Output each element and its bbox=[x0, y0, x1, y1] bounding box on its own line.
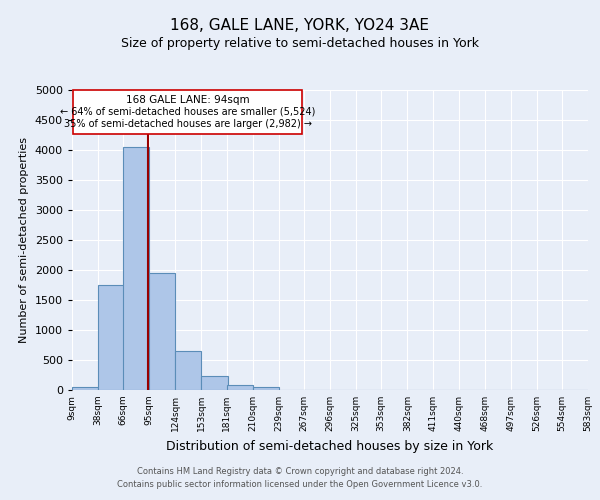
Bar bbox=[149, 273, 175, 390]
Bar bbox=[227, 384, 253, 390]
Bar bbox=[123, 147, 149, 390]
Text: 35% of semi-detached houses are larger (2,982) →: 35% of semi-detached houses are larger (… bbox=[64, 119, 311, 129]
Text: 168 GALE LANE: 94sqm: 168 GALE LANE: 94sqm bbox=[126, 94, 250, 104]
Bar bbox=[98, 285, 124, 390]
Text: Contains HM Land Registry data © Crown copyright and database right 2024.: Contains HM Land Registry data © Crown c… bbox=[137, 467, 463, 476]
Text: Size of property relative to semi-detached houses in York: Size of property relative to semi-detach… bbox=[121, 38, 479, 51]
Text: ← 64% of semi-detached houses are smaller (5,524): ← 64% of semi-detached houses are smalle… bbox=[60, 107, 315, 117]
Y-axis label: Number of semi-detached properties: Number of semi-detached properties bbox=[19, 137, 29, 343]
Text: Contains public sector information licensed under the Open Government Licence v3: Contains public sector information licen… bbox=[118, 480, 482, 489]
Bar bbox=[253, 387, 279, 390]
Bar bbox=[175, 351, 202, 390]
X-axis label: Distribution of semi-detached houses by size in York: Distribution of semi-detached houses by … bbox=[166, 440, 494, 452]
Bar bbox=[72, 387, 98, 390]
Bar bbox=[202, 376, 227, 390]
FancyBboxPatch shape bbox=[73, 90, 302, 134]
Text: 168, GALE LANE, YORK, YO24 3AE: 168, GALE LANE, YORK, YO24 3AE bbox=[170, 18, 430, 32]
